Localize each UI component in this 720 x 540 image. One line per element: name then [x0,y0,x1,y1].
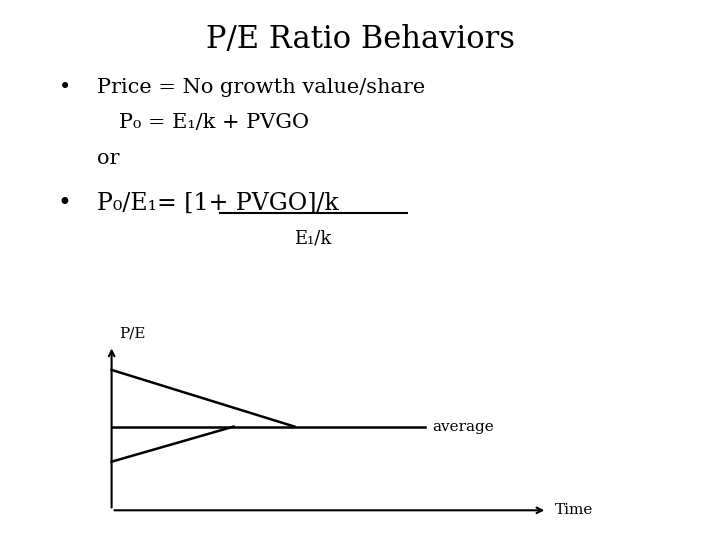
Text: P/E Ratio Behaviors: P/E Ratio Behaviors [205,24,515,55]
Text: •: • [58,192,72,215]
Text: Price = No growth value/share: Price = No growth value/share [97,78,426,97]
Text: E₁/k: E₁/k [294,230,332,247]
Text: Time: Time [554,503,593,517]
Text: P₀ = E₁/k + PVGO: P₀ = E₁/k + PVGO [119,113,309,132]
Text: average: average [433,420,494,434]
Text: P/E: P/E [119,326,145,340]
Text: P₀/E₁= [1+ PVGO]/k: P₀/E₁= [1+ PVGO]/k [97,192,339,215]
Text: or: or [97,148,120,167]
Text: •: • [58,78,71,97]
